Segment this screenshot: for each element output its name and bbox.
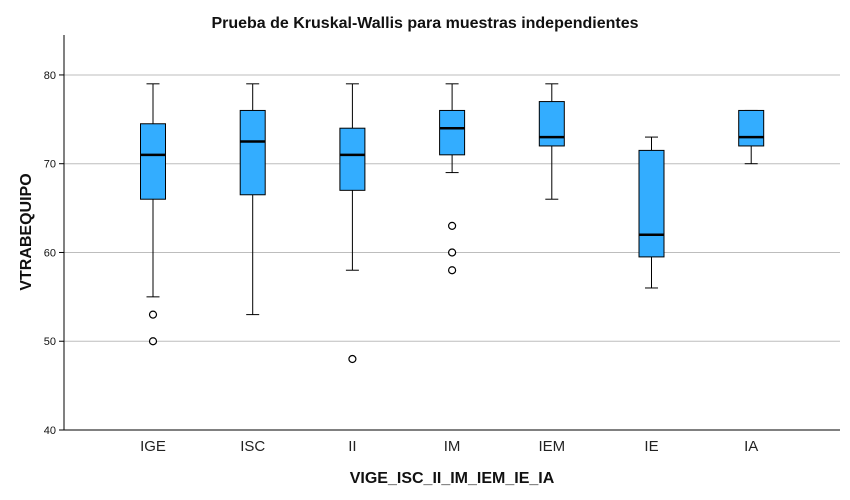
box-ii [339, 127, 366, 191]
boxes-group [140, 83, 765, 364]
outlier-ii-0 [348, 354, 357, 364]
chart-title: Prueba de Kruskal-Wallis para muestras i… [211, 15, 638, 32]
outlier-ige-1 [148, 337, 158, 346]
box-group-im [439, 83, 466, 275]
box-group-iem [538, 83, 565, 200]
x-tick-label-ii: II [348, 438, 356, 455]
box-ige [140, 123, 166, 200]
box-ia [738, 109, 765, 147]
x-tick-labels: IGE ISC II IM IEM IE IA [140, 438, 758, 455]
y-tick-label-70: 70 [44, 159, 56, 171]
x-tick-label-ie: IE [644, 438, 658, 455]
box-ie [638, 149, 665, 258]
x-tick-label-ia: IA [744, 438, 758, 455]
box-group-ii [339, 83, 366, 364]
y-axis-title: VTRABEQUIPO [18, 173, 35, 290]
y-tick-label-40: 40 [44, 425, 56, 437]
box-group-ie [638, 136, 665, 289]
y-tick-label-60: 60 [44, 247, 56, 259]
box-group-isc [239, 83, 266, 316]
x-tick-label-im: IM [444, 438, 461, 455]
x-tick-label-iem: IEM [538, 438, 565, 455]
y-tick-labels: 40 50 60 70 80 [44, 70, 64, 437]
outlier-im-0 [448, 221, 457, 230]
outlier-ige-0 [148, 310, 158, 319]
box-group-ige [140, 83, 166, 346]
axes [63, 35, 840, 431]
box-im [439, 109, 466, 156]
box-group-ia [738, 109, 765, 165]
outlier-im-2 [448, 266, 457, 275]
outlier-im-1 [448, 248, 457, 257]
x-axis-title: VIGE_ISC_II_IM_IEM_IE_IA [350, 470, 555, 487]
x-tick-label-isc: ISC [240, 438, 265, 455]
y-tick-label-50: 50 [44, 336, 56, 348]
x-tick-label-ige: IGE [140, 438, 166, 455]
y-tick-label-80: 80 [44, 70, 56, 82]
box-iem [538, 101, 565, 147]
box-isc [239, 109, 266, 196]
